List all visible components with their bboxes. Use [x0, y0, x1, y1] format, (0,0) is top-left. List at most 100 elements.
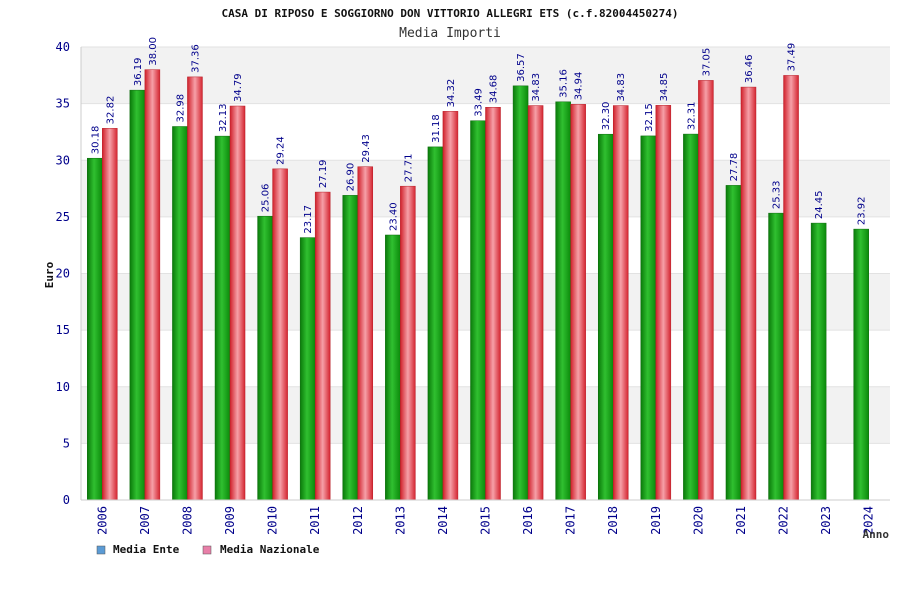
- data-label-media-nazionale-2010: 29.24: [276, 136, 287, 165]
- x-tick-labels: 2006 2007 2008 2009 2010 2011 2012 2013 2014 2015…: [95, 506, 875, 535]
- data-label-media-nazionale-2014: 34.32: [446, 79, 457, 108]
- x-tick-label-2020: 2020: [691, 506, 705, 535]
- data-label-media-nazionale-2015: 34.68: [489, 75, 500, 104]
- bar-media-nazionale-2017: [570, 104, 586, 501]
- data-label-media-nazionale-2017: 34.94: [574, 72, 585, 101]
- data-label-media-ente-2010: 25.06: [261, 184, 272, 213]
- data-label-media-ente-2019: 32.15: [644, 103, 655, 132]
- x-tick-label-2017: 2017: [564, 506, 578, 535]
- y-tick-label: 40: [56, 40, 70, 54]
- y-tick-label: 10: [56, 380, 70, 394]
- bar-media-ente-2020: [683, 133, 699, 501]
- data-label-media-nazionale-2009: 34.79: [233, 73, 244, 102]
- x-tick-label-2008: 2008: [180, 506, 194, 535]
- bar-media-nazionale-2007: [144, 69, 161, 501]
- data-label-media-ente-2006: 30.18: [90, 126, 101, 155]
- x-tick-label-2016: 2016: [521, 506, 535, 535]
- legend-label-media-ente: Media Ente: [113, 543, 180, 556]
- data-label-media-ente-2018: 32.30: [601, 102, 612, 131]
- bar-media-nazionale-2011: [314, 191, 331, 501]
- bar-media-nazionale-2006: [102, 128, 118, 501]
- y-tick-label: 25: [56, 210, 70, 224]
- y-tick-label: 30: [56, 153, 70, 167]
- data-label-media-nazionale-2007: 38.00: [148, 37, 159, 66]
- bar-media-nazionale-2012: [357, 166, 374, 501]
- data-label-media-nazionale-2012: 29.43: [361, 134, 372, 163]
- y-tick-label: 15: [56, 323, 70, 337]
- data-label-media-ente-2009: 32.13: [218, 103, 229, 132]
- x-tick-label-2010: 2010: [266, 506, 280, 535]
- bar-media-nazionale-2021: [740, 86, 757, 501]
- y-axis-label: Euro: [43, 261, 56, 288]
- legend-label-media-nazionale: Media Nazionale: [220, 543, 320, 556]
- y-tick-label: 0: [63, 493, 70, 507]
- x-tick-label-2013: 2013: [393, 506, 407, 535]
- x-tick-label-2023: 2023: [819, 506, 833, 535]
- y-tick-label: 20: [56, 267, 70, 281]
- bar-media-nazionale-2009: [229, 105, 246, 501]
- x-tick-label-2014: 2014: [436, 506, 450, 535]
- data-label-media-ente-2016: 36.57: [516, 53, 527, 82]
- bar-media-ente-2017: [555, 101, 571, 501]
- bar-media-ente-2021: [725, 185, 742, 501]
- legend-swatch-media-nazionale: [202, 545, 212, 555]
- data-label-media-ente-2011: 23.17: [303, 205, 314, 234]
- bar-media-nazionale-2010: [272, 168, 288, 501]
- x-tick-label-2019: 2019: [649, 506, 663, 535]
- x-tick-label-2015: 2015: [479, 506, 493, 535]
- bar-media-nazionale-2008: [187, 76, 203, 501]
- x-tick-label-2009: 2009: [223, 506, 237, 535]
- x-axis-label: Anno: [863, 528, 890, 541]
- bar-media-ente-2019: [640, 135, 657, 501]
- data-label-media-ente-2020: 32.31: [686, 101, 697, 130]
- bar-media-ente-2022: [768, 212, 784, 501]
- y-tick-label: 35: [56, 97, 70, 111]
- data-label-media-ente-2023: 24.45: [814, 190, 825, 219]
- y-tick-label: 5: [63, 436, 70, 450]
- bar-media-ente-2009: [214, 135, 231, 501]
- legend: Media Ente Media Nazionale: [96, 543, 320, 556]
- data-label-media-nazionale-2021: 36.46: [744, 54, 755, 83]
- data-label-media-ente-2015: 33.49: [474, 88, 485, 117]
- x-tick-label-2022: 2022: [777, 506, 791, 535]
- data-label-media-ente-2022: 25.33: [772, 180, 783, 209]
- bar-media-ente-2024: [853, 228, 869, 501]
- bar-media-ente-2007: [129, 89, 146, 501]
- bar-media-ente-2008: [172, 126, 188, 501]
- bar-media-ente-2012: [342, 195, 359, 501]
- data-label-media-nazionale-2022: 37.49: [787, 43, 798, 72]
- data-label-media-ente-2013: 23.40: [388, 202, 399, 231]
- y-tick-labels: 0 5 10 15 20 25 30 35 40: [56, 40, 70, 507]
- bar-media-nazionale-2014: [442, 111, 459, 501]
- bar-media-ente-2011: [299, 237, 316, 501]
- bar-media-nazionale-2013: [400, 185, 416, 501]
- bar-media-nazionale-2016: [527, 105, 544, 501]
- data-label-media-nazionale-2011: 27.19: [318, 159, 329, 188]
- bar-media-nazionale-2019: [655, 105, 672, 501]
- axes: [80, 47, 890, 501]
- data-label-media-ente-2017: 35.16: [559, 69, 570, 98]
- x-tick-label-2007: 2007: [138, 506, 152, 535]
- legend-swatch-media-ente: [96, 545, 106, 555]
- x-tick-label-2024: 2024: [862, 506, 876, 535]
- bar-media-nazionale-2018: [612, 105, 629, 501]
- data-labels: 30.18 32.82 36.19 38.00 32.98 37.36 32.13 34.79…: [90, 37, 867, 234]
- bar-media-nazionale-2022: [783, 75, 799, 501]
- data-label-media-ente-2024: 23.92: [857, 196, 868, 225]
- bars: [87, 69, 869, 501]
- data-label-media-ente-2008: 32.98: [175, 94, 186, 123]
- chart-title: CASA DI RIPOSO E SOGGIORNO DON VITTORIO …: [222, 7, 679, 20]
- x-tick-label-2011: 2011: [308, 506, 322, 535]
- data-label-media-nazionale-2020: 37.05: [701, 48, 712, 77]
- x-tick-label-2006: 2006: [95, 506, 109, 535]
- bar-media-ente-2013: [385, 234, 401, 501]
- x-tick-label-2018: 2018: [606, 506, 620, 535]
- bar-media-ente-2023: [810, 222, 827, 501]
- data-label-media-ente-2021: 27.78: [729, 153, 740, 182]
- data-label-media-ente-2007: 36.19: [133, 58, 144, 87]
- bar-media-ente-2014: [427, 146, 444, 501]
- bar-media-ente-2018: [597, 133, 614, 501]
- bar-media-ente-2010: [257, 215, 273, 501]
- bar-media-ente-2016: [512, 85, 529, 501]
